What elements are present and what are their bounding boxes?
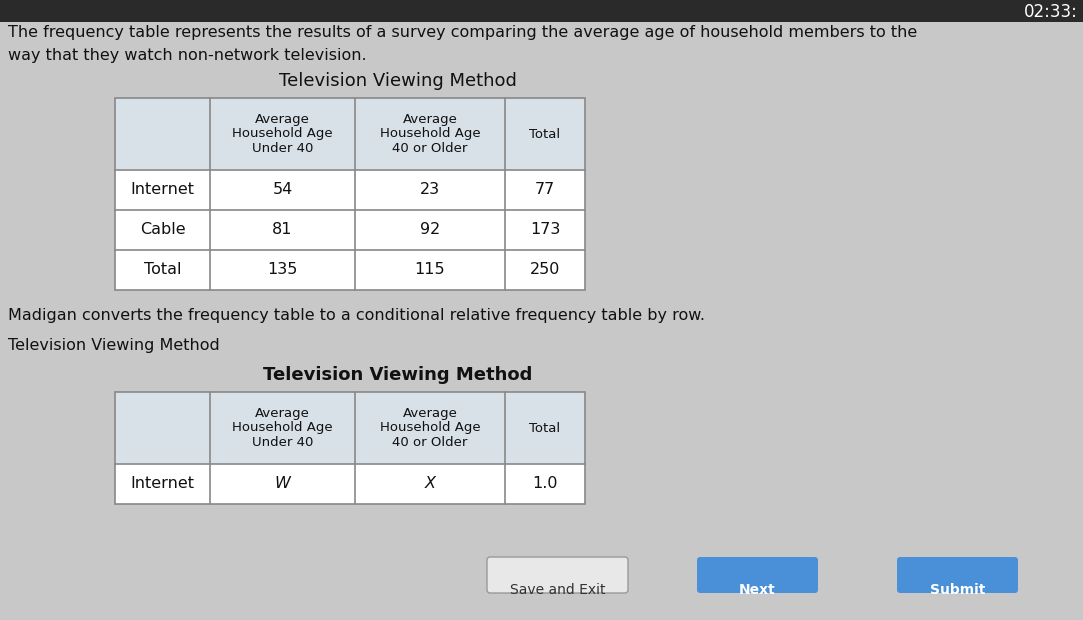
Bar: [115, 98, 585, 290]
Text: Internet: Internet: [130, 182, 195, 198]
Text: 92: 92: [420, 223, 440, 237]
Bar: [505, 392, 585, 464]
Text: way that they watch non-network television.: way that they watch non-network televisi…: [8, 48, 367, 63]
Bar: [355, 98, 505, 170]
Bar: [115, 250, 210, 290]
Bar: [355, 250, 505, 290]
Text: Average
Household Age
Under 40: Average Household Age Under 40: [232, 407, 332, 450]
FancyBboxPatch shape: [697, 557, 818, 593]
Text: Average
Household Age
40 or Older: Average Household Age 40 or Older: [380, 112, 481, 156]
Text: 1.0: 1.0: [532, 477, 558, 492]
Text: Save and Exit: Save and Exit: [510, 583, 605, 597]
Bar: [115, 464, 210, 504]
Text: Television Viewing Method: Television Viewing Method: [8, 338, 220, 353]
Bar: [355, 392, 505, 464]
Bar: [505, 464, 585, 504]
Text: Internet: Internet: [130, 477, 195, 492]
Text: 135: 135: [268, 262, 298, 278]
Bar: [505, 170, 585, 210]
Bar: [505, 210, 585, 250]
Bar: [210, 98, 355, 170]
Bar: [210, 210, 355, 250]
FancyBboxPatch shape: [487, 557, 628, 593]
Text: Madigan converts the frequency table to a conditional relative frequency table b: Madigan converts the frequency table to …: [8, 308, 705, 323]
Text: Submit: Submit: [930, 583, 986, 597]
Text: Cable: Cable: [140, 223, 185, 237]
Bar: [355, 210, 505, 250]
Bar: [115, 98, 210, 170]
Text: 02:33:: 02:33:: [1025, 3, 1078, 21]
Text: 77: 77: [535, 182, 556, 198]
Bar: [115, 392, 210, 464]
Bar: [505, 98, 585, 170]
Text: 250: 250: [530, 262, 560, 278]
FancyBboxPatch shape: [897, 557, 1018, 593]
Text: Total: Total: [144, 262, 181, 278]
Bar: [210, 392, 355, 464]
Bar: [210, 250, 355, 290]
Text: The frequency table represents the results of a survey comparing the average age: The frequency table represents the resul…: [8, 25, 917, 40]
Text: 173: 173: [530, 223, 560, 237]
Text: Television Viewing Method: Television Viewing Method: [278, 72, 517, 90]
Text: Average
Household Age
40 or Older: Average Household Age 40 or Older: [380, 407, 481, 450]
Text: Average
Household Age
Under 40: Average Household Age Under 40: [232, 112, 332, 156]
Bar: [505, 250, 585, 290]
Text: 54: 54: [273, 182, 292, 198]
Bar: [115, 392, 585, 504]
Bar: [355, 170, 505, 210]
Text: Next: Next: [739, 583, 775, 597]
Text: 81: 81: [272, 223, 292, 237]
Bar: [115, 170, 210, 210]
Bar: [210, 170, 355, 210]
Text: Television Viewing Method: Television Viewing Method: [263, 366, 532, 384]
Text: Total: Total: [530, 128, 561, 141]
Text: W: W: [275, 477, 290, 492]
Bar: [210, 464, 355, 504]
Text: 115: 115: [415, 262, 445, 278]
Bar: [355, 464, 505, 504]
Bar: [115, 210, 210, 250]
Bar: [0, 0, 1083, 22]
Text: X: X: [425, 477, 435, 492]
Text: 23: 23: [420, 182, 440, 198]
Text: Total: Total: [530, 422, 561, 435]
